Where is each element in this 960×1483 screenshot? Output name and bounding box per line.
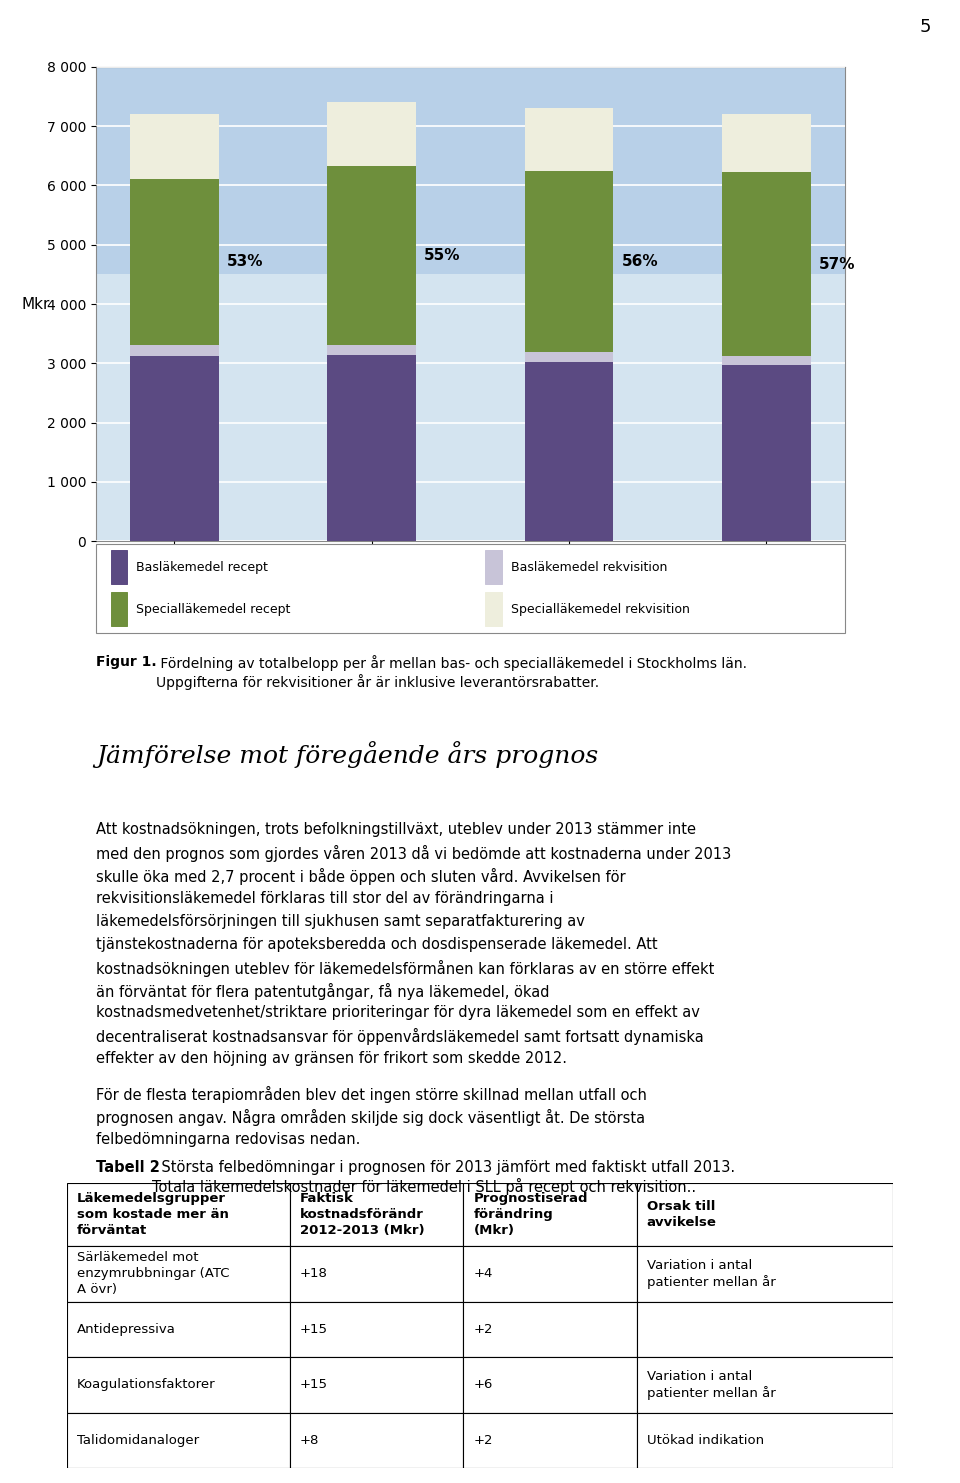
Text: decentraliserat kostnadsansvar för öppenvårdsläkemedel samt fortsatt dynamiska: decentraliserat kostnadsansvar för öppen… — [96, 1029, 704, 1046]
Bar — [464, 1413, 636, 1468]
Bar — [464, 1183, 636, 1246]
Text: tjänstekostnaderna för apoteksberedda och dosdispenserade läkemedel. Att: tjänstekostnaderna för apoteksberedda oc… — [96, 937, 658, 952]
Bar — [130, 344, 219, 356]
Text: 5: 5 — [920, 18, 931, 36]
Bar — [290, 1302, 464, 1357]
Bar — [722, 365, 811, 541]
Bar — [130, 179, 219, 344]
Bar — [130, 114, 219, 179]
Text: +8: +8 — [300, 1434, 320, 1447]
Text: Tabell 2: Tabell 2 — [96, 1160, 160, 1175]
Bar — [486, 592, 502, 626]
Text: Att kostnadsökningen, trots befolkningstillväxt, uteblev under 2013 stämmer inte: Att kostnadsökningen, trots befolkningst… — [96, 822, 696, 836]
Bar — [636, 1357, 893, 1413]
Bar — [464, 1302, 636, 1357]
Bar — [96, 67, 845, 274]
Text: +15: +15 — [300, 1323, 328, 1336]
Text: +4: +4 — [473, 1268, 492, 1280]
Text: Jämförelse mot föregående års prognos: Jämförelse mot föregående års prognos — [96, 742, 598, 768]
Text: Basläkemedel rekvisition: Basläkemedel rekvisition — [511, 561, 667, 574]
Text: +6: +6 — [473, 1378, 492, 1391]
Bar — [327, 166, 416, 344]
Y-axis label: Mkr: Mkr — [22, 297, 50, 311]
Text: Prognostiserad
förändring
(Mkr): Prognostiserad förändring (Mkr) — [473, 1192, 588, 1237]
Text: Koagulationsfaktorer: Koagulationsfaktorer — [77, 1378, 216, 1391]
Text: +2: +2 — [473, 1323, 492, 1336]
Bar — [722, 356, 811, 365]
Bar — [636, 1302, 893, 1357]
Bar — [722, 114, 811, 172]
Bar — [290, 1246, 464, 1302]
Bar — [290, 1183, 464, 1246]
Bar — [636, 1183, 893, 1246]
Text: Specialläkemedel recept: Specialläkemedel recept — [136, 602, 291, 615]
Bar — [290, 1413, 464, 1468]
Text: effekter av den höjning av gränsen för frikort som skedde 2012.: effekter av den höjning av gränsen för f… — [96, 1051, 567, 1066]
Text: . Största felbedömningar i prognosen för 2013 jämfört med faktiskt utfall 2013.
: . Största felbedömningar i prognosen för… — [152, 1160, 734, 1194]
Text: kostnadsökningen uteblev för läkemedelsförmånen kan förklaras av en större effek: kostnadsökningen uteblev för läkemedelsf… — [96, 960, 714, 976]
Bar — [67, 1302, 290, 1357]
Text: +2: +2 — [473, 1434, 492, 1447]
Bar — [636, 1246, 893, 1302]
Text: Orsak till
avvikelse: Orsak till avvikelse — [647, 1200, 717, 1229]
Bar — [111, 550, 128, 584]
Text: prognosen angav. Några områden skiljde sig dock väsentligt åt. De största: prognosen angav. Några områden skiljde s… — [96, 1109, 645, 1126]
Text: 56%: 56% — [621, 254, 658, 268]
Text: Variation i antal
patienter mellan år: Variation i antal patienter mellan år — [647, 1370, 776, 1400]
Text: Specialläkemedel rekvisition: Specialläkemedel rekvisition — [511, 602, 689, 615]
Bar — [525, 171, 613, 353]
Text: Särläkemedel mot
enzymrubbningar (ATC
A övr): Särläkemedel mot enzymrubbningar (ATC A … — [77, 1252, 229, 1296]
Bar — [464, 1357, 636, 1413]
Text: Antidepressiva: Antidepressiva — [77, 1323, 176, 1336]
Text: För de flesta terapiområden blev det ingen större skillnad mellan utfall och: För de flesta terapiområden blev det ing… — [96, 1086, 647, 1102]
Bar — [525, 362, 613, 541]
Bar — [327, 102, 416, 166]
Text: Basläkemedel recept: Basläkemedel recept — [136, 561, 268, 574]
Bar — [67, 1413, 290, 1468]
Text: än förväntat för flera patentutgångar, få nya läkemedel, ökad: än förväntat för flera patentutgångar, f… — [96, 982, 549, 1000]
Bar — [290, 1357, 464, 1413]
Text: läkemedelsförsörjningen till sjukhusen samt separatfakturering av: läkemedelsförsörjningen till sjukhusen s… — [96, 914, 585, 928]
Text: Figur 1.: Figur 1. — [96, 655, 156, 669]
Bar — [111, 592, 128, 626]
Bar — [486, 550, 502, 584]
Bar — [722, 172, 811, 356]
Bar — [327, 344, 416, 354]
Text: felbedömningarna redovisas nedan.: felbedömningarna redovisas nedan. — [96, 1132, 360, 1146]
Bar — [130, 356, 219, 541]
Text: med den prognos som gjordes våren 2013 då vi bedömde att kostnaderna under 2013: med den prognos som gjordes våren 2013 d… — [96, 845, 732, 862]
Text: 57%: 57% — [819, 257, 855, 271]
Text: rekvisitionsläkemedel förklaras till stor del av förändringarna i: rekvisitionsläkemedel förklaras till sto… — [96, 890, 554, 906]
Text: skulle öka med 2,7 procent i både öppen och sluten vård. Avvikelsen för: skulle öka med 2,7 procent i både öppen … — [96, 868, 626, 884]
Bar — [464, 1246, 636, 1302]
Text: +15: +15 — [300, 1378, 328, 1391]
Text: Faktisk
kostnadsförändr
2012-2013 (Mkr): Faktisk kostnadsförändr 2012-2013 (Mkr) — [300, 1192, 424, 1237]
Text: +18: +18 — [300, 1268, 328, 1280]
Bar — [636, 1413, 893, 1468]
Text: 53%: 53% — [227, 255, 263, 270]
Bar — [525, 108, 613, 171]
Text: Variation i antal
patienter mellan år: Variation i antal patienter mellan år — [647, 1259, 776, 1289]
Text: Talidomidanaloger: Talidomidanaloger — [77, 1434, 200, 1447]
Text: Fördelning av totalbelopp per år mellan bas- och specialläkemedel i Stockholms l: Fördelning av totalbelopp per år mellan … — [156, 655, 747, 690]
Text: Läkemedelsgrupper
som kostade mer än
förväntat: Läkemedelsgrupper som kostade mer än för… — [77, 1192, 229, 1237]
Text: 55%: 55% — [424, 248, 461, 262]
Bar — [67, 1357, 290, 1413]
Bar — [67, 1246, 290, 1302]
Bar — [327, 354, 416, 541]
Text: kostnadsmedvetenhet/striktare prioriteringar för dyra läkemedel som en effekt av: kostnadsmedvetenhet/striktare prioriteri… — [96, 1005, 700, 1020]
Text: Utökad indikation: Utökad indikation — [647, 1434, 764, 1447]
Bar — [67, 1183, 290, 1246]
Bar — [525, 353, 613, 362]
